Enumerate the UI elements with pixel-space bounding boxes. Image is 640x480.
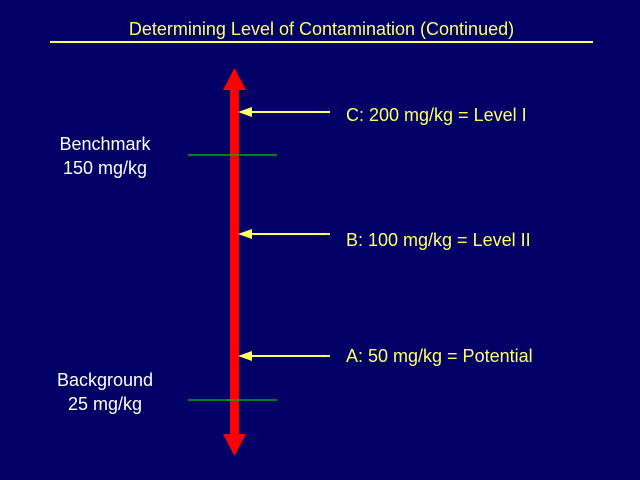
benchmark-label: Benchmark 150 mg/kg bbox=[40, 132, 170, 180]
level-arrow-c bbox=[238, 107, 330, 117]
contamination-axis-arrow bbox=[223, 68, 246, 456]
axis-arrowhead-top bbox=[223, 68, 246, 90]
level-arrow-a bbox=[238, 351, 330, 361]
level-a-label: A: 50 mg/kg = Potential bbox=[346, 346, 533, 366]
level-c-label: C: 200 mg/kg = Level I bbox=[346, 105, 527, 125]
level-arrow-b bbox=[238, 229, 330, 239]
level-b-label: B: 100 mg/kg = Level II bbox=[346, 230, 531, 250]
benchmark-name: Benchmark bbox=[59, 134, 151, 154]
benchmark-value: 150 mg/kg bbox=[62, 158, 148, 178]
slide-title: Determining Level of Contamination (Cont… bbox=[50, 18, 593, 43]
background-label: Background 25 mg/kg bbox=[40, 368, 170, 416]
background-value: 25 mg/kg bbox=[67, 394, 143, 414]
axis-arrowhead-bottom bbox=[223, 434, 246, 456]
background-name: Background bbox=[56, 370, 154, 390]
axis-shaft bbox=[230, 88, 239, 436]
